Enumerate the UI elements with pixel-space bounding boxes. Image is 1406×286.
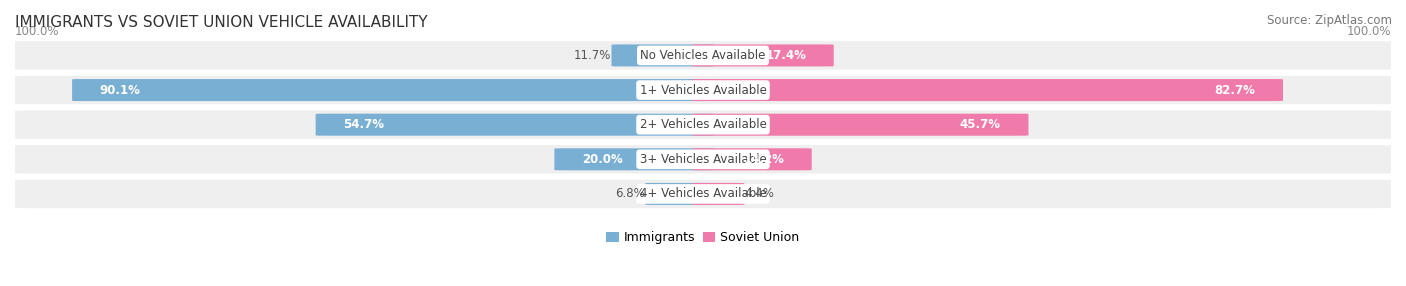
FancyBboxPatch shape (692, 114, 1028, 136)
Text: 1+ Vehicles Available: 1+ Vehicles Available (640, 84, 766, 97)
Text: 45.7%: 45.7% (960, 118, 1001, 131)
Text: No Vehicles Available: No Vehicles Available (640, 49, 766, 62)
Text: 4.4%: 4.4% (744, 187, 775, 200)
FancyBboxPatch shape (692, 79, 1284, 101)
FancyBboxPatch shape (645, 183, 714, 205)
Text: IMMIGRANTS VS SOVIET UNION VEHICLE AVAILABILITY: IMMIGRANTS VS SOVIET UNION VEHICLE AVAIL… (15, 15, 427, 30)
FancyBboxPatch shape (13, 144, 1393, 175)
Text: 100.0%: 100.0% (15, 25, 59, 38)
Text: Source: ZipAtlas.com: Source: ZipAtlas.com (1267, 14, 1392, 27)
FancyBboxPatch shape (554, 148, 714, 170)
Text: 11.7%: 11.7% (574, 49, 612, 62)
FancyBboxPatch shape (72, 79, 714, 101)
Legend: Immigrants, Soviet Union: Immigrants, Soviet Union (606, 231, 800, 244)
Text: 14.2%: 14.2% (744, 153, 785, 166)
Text: 82.7%: 82.7% (1215, 84, 1256, 97)
Text: 54.7%: 54.7% (343, 118, 384, 131)
FancyBboxPatch shape (13, 178, 1393, 210)
Text: 3+ Vehicles Available: 3+ Vehicles Available (640, 153, 766, 166)
Text: 90.1%: 90.1% (100, 84, 141, 97)
FancyBboxPatch shape (13, 109, 1393, 140)
Text: 20.0%: 20.0% (582, 153, 623, 166)
FancyBboxPatch shape (692, 44, 834, 66)
Text: 2+ Vehicles Available: 2+ Vehicles Available (640, 118, 766, 131)
FancyBboxPatch shape (612, 44, 714, 66)
FancyBboxPatch shape (692, 148, 811, 170)
FancyBboxPatch shape (13, 74, 1393, 106)
Text: 100.0%: 100.0% (1347, 25, 1391, 38)
Text: 4+ Vehicles Available: 4+ Vehicles Available (640, 187, 766, 200)
FancyBboxPatch shape (13, 40, 1393, 71)
Text: 6.8%: 6.8% (616, 187, 645, 200)
Text: 17.4%: 17.4% (765, 49, 806, 62)
FancyBboxPatch shape (316, 114, 714, 136)
FancyBboxPatch shape (692, 183, 744, 205)
